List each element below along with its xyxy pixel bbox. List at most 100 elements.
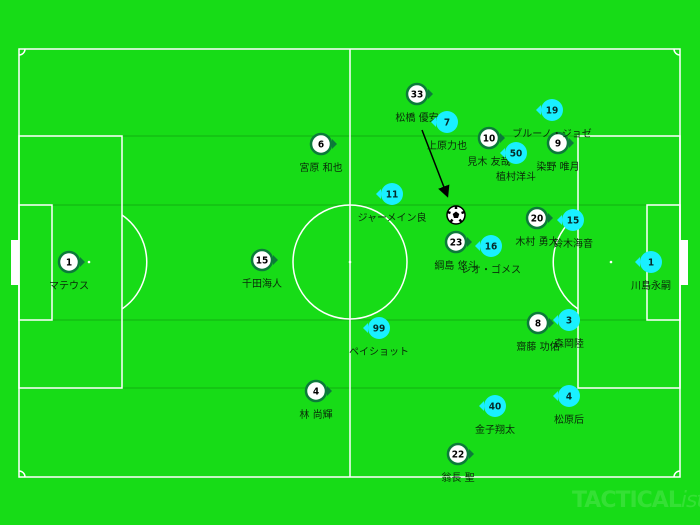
player-number: 6 — [318, 140, 324, 151]
player-number: 15 — [567, 216, 580, 227]
direction-icon — [428, 89, 433, 99]
player-name: 宮原 和也 — [299, 161, 342, 174]
right-goal — [680, 240, 688, 285]
player-number: 1 — [66, 258, 72, 269]
direction-icon — [431, 117, 436, 127]
away-player-16[interactable]: 16 レオ・ゴメス — [461, 235, 521, 276]
direction-icon — [569, 138, 574, 148]
player-marker — [250, 248, 274, 272]
player-number: 40 — [489, 402, 502, 413]
watermark-italic: ista — [680, 488, 700, 513]
left-goal — [11, 240, 19, 285]
player-marker — [381, 183, 403, 205]
direction-icon — [635, 257, 640, 267]
player-name: 翁長 聖 — [441, 471, 474, 484]
player-name: 齋藤 功佑 — [516, 340, 559, 353]
home-player-4[interactable]: 4 林 尚輝 — [299, 379, 333, 421]
player-name: 森岡陸 — [554, 337, 584, 350]
away-player-4[interactable]: 4 松原后 — [553, 385, 584, 426]
direction-icon — [327, 386, 332, 396]
player-number: 9 — [555, 139, 561, 150]
direction-icon — [273, 255, 278, 265]
direction-icon — [500, 133, 505, 143]
away-player-1[interactable]: 1 川島永嗣 — [631, 251, 671, 292]
player-number: 4 — [313, 387, 319, 398]
player-name: 染野 唯月 — [536, 160, 579, 173]
home-player-20[interactable]: 20 木村 勇大 — [515, 206, 559, 248]
player-number: 23 — [450, 238, 463, 249]
home-player-9[interactable]: 9 染野 唯月 — [536, 131, 580, 173]
away-player-40[interactable]: 40 金子翔太 — [475, 395, 515, 436]
center-spot — [348, 260, 352, 264]
home-player-6[interactable]: 6 宮原 和也 — [299, 132, 343, 174]
player-number: 7 — [444, 118, 450, 129]
player-name: 川島永嗣 — [631, 279, 671, 292]
away-player-50[interactable]: 50 植村洋斗 — [496, 142, 536, 183]
direction-icon — [549, 318, 554, 328]
pass-arrow — [421, 129, 450, 198]
direction-icon — [475, 241, 480, 251]
away-player-19[interactable]: 19 ブルーノ・ジョゼ — [512, 99, 592, 140]
player-marker — [309, 132, 333, 156]
player-number: 19 — [546, 106, 559, 117]
player-name: 金子翔太 — [475, 423, 515, 436]
direction-icon — [553, 391, 558, 401]
player-number: 33 — [411, 90, 424, 101]
watermark-main: TACTICAL — [572, 488, 682, 513]
player-name: ジャーメイン良 — [357, 211, 426, 224]
player-name: マテウス — [49, 280, 89, 292]
direction-icon — [332, 139, 337, 149]
player-name: 林 尚輝 — [299, 408, 332, 421]
left-penalty-spot — [87, 260, 91, 264]
player-marker — [640, 251, 662, 273]
direction-icon — [376, 189, 381, 199]
player-name: 上原力也 — [427, 139, 467, 152]
away-player-3[interactable]: 3 森岡陸 — [553, 309, 584, 350]
player-name: 鈴木海音 — [553, 237, 593, 250]
home-player-33[interactable]: 33 松橋 優安 — [395, 82, 439, 124]
player-marker — [304, 379, 328, 403]
player-marker — [562, 209, 584, 231]
player-number: 15 — [256, 256, 269, 267]
away-player-11[interactable]: 11 ジャーメイン良 — [357, 183, 427, 224]
player-marker — [368, 317, 390, 339]
direction-icon — [500, 148, 505, 158]
player-marker — [405, 82, 429, 106]
player-number: 22 — [452, 450, 465, 461]
player-marker — [546, 131, 570, 155]
player-marker — [526, 311, 550, 335]
home-player-15[interactable]: 15 千田海人 — [242, 248, 282, 290]
player-marker — [541, 99, 563, 121]
player-number: 4 — [566, 392, 572, 403]
direction-icon — [467, 237, 472, 247]
away-player-7[interactable]: 7 上原力也 — [427, 111, 467, 152]
away-player-99[interactable]: 99 ペイショット — [349, 317, 409, 358]
away-player-15[interactable]: 15 鈴木海音 — [553, 209, 593, 250]
player-name: 綱島 悠斗 — [434, 259, 477, 272]
player-number: 3 — [566, 316, 572, 327]
player-number: 1 — [648, 258, 654, 269]
home-player-23[interactable]: 23 綱島 悠斗 — [434, 230, 478, 272]
home-player-22[interactable]: 22 翁長 聖 — [441, 442, 475, 484]
player-number: 16 — [485, 242, 498, 253]
player-number: 50 — [510, 149, 523, 160]
direction-icon — [479, 401, 484, 411]
home-player-8[interactable]: 8 齋藤 功佑 — [516, 311, 560, 353]
player-name: 千田海人 — [242, 277, 282, 290]
player-marker — [436, 111, 458, 133]
player-marker — [477, 126, 501, 150]
direction-icon — [553, 315, 558, 325]
direction-icon — [469, 449, 474, 459]
player-number: 8 — [535, 319, 541, 330]
player-number: 10 — [483, 134, 496, 145]
player-marker — [446, 442, 470, 466]
direction-icon — [536, 105, 541, 115]
home-player-10[interactable]: 10 見木 友哉 — [467, 126, 511, 168]
player-number: 99 — [373, 324, 386, 335]
home-player-1[interactable]: 1 マテウス — [49, 250, 89, 292]
soccer-ball-icon — [446, 205, 466, 225]
player-name: 木村 勇大 — [515, 235, 558, 248]
player-marker — [525, 206, 549, 230]
watermark-logo: TACTICALista — [572, 488, 700, 513]
